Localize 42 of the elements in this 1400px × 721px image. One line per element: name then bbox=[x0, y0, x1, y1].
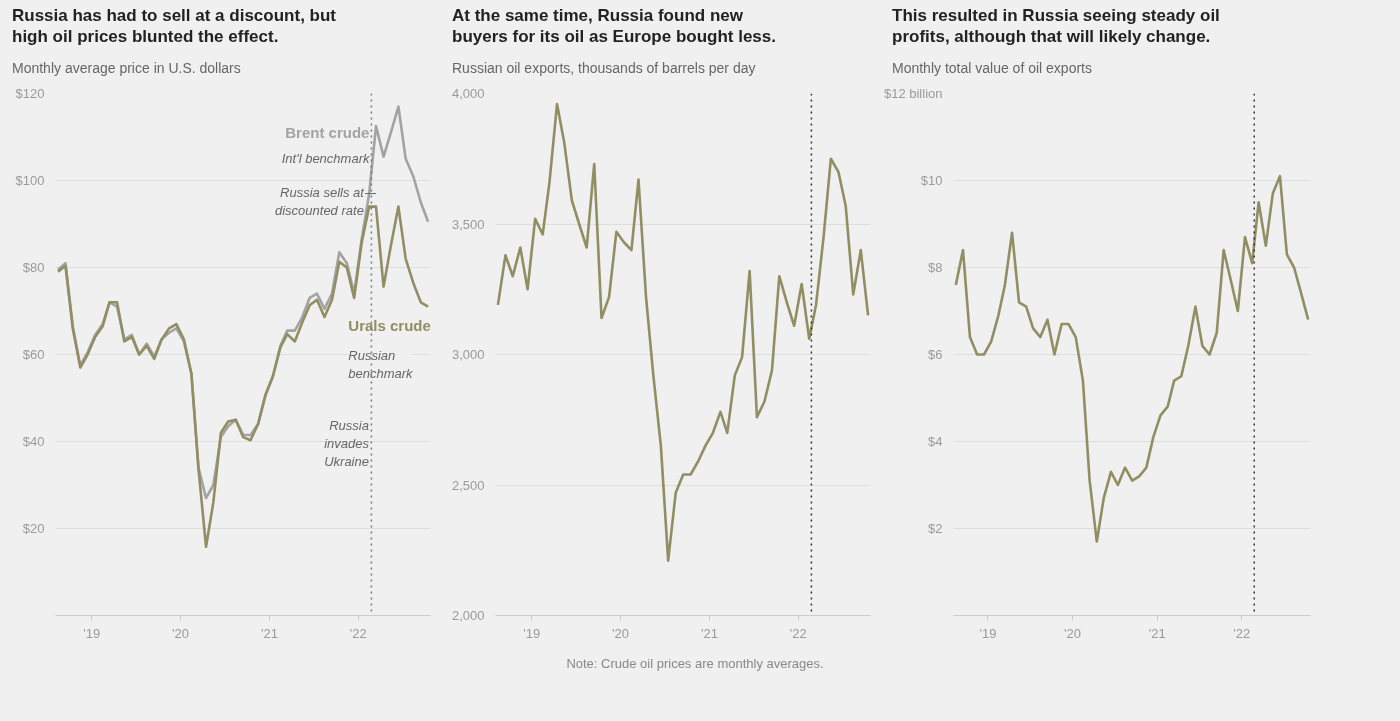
x-tick-label: '22 bbox=[349, 625, 367, 640]
y-tick-label: 3,500 bbox=[451, 216, 485, 231]
y-tick-label: $120 bbox=[15, 85, 45, 101]
y-tick-label: 2,500 bbox=[451, 477, 485, 492]
y-tick-label: $100 bbox=[15, 172, 45, 188]
chart-subtitle: Monthly average price in U.S. dollars bbox=[12, 58, 241, 78]
text: Note: Crude oil prices are monthly averages. bbox=[566, 654, 824, 673]
x-tick-label: '22 bbox=[789, 625, 807, 640]
y-tick-label: $60 bbox=[22, 346, 45, 362]
x-tick-label: '20 bbox=[612, 625, 629, 640]
chart-title: This resulted in Russia seeing steady oil profits, although that will likely change. bbox=[892, 5, 1221, 48]
x-tick-label: '19 bbox=[979, 625, 997, 640]
y-tick-label: $4 bbox=[928, 433, 943, 449]
y-tick-label: 3,000 bbox=[451, 346, 485, 362]
y-tick-label: 4,000 bbox=[451, 85, 485, 101]
ref-line-label: Russia invades Ukraine bbox=[324, 417, 370, 469]
x-tick-label: '20 bbox=[172, 625, 189, 640]
chart-title: Russia has had to sell at a discount, but high oil prices blunted the effect. bbox=[12, 5, 337, 48]
x-tick-label: '21 bbox=[261, 625, 278, 640]
x-tick-label: '22 bbox=[1233, 625, 1251, 640]
y-tick-label: $2 bbox=[928, 520, 943, 536]
y-tick-label: $8 bbox=[928, 259, 943, 275]
annotation: Russian benchmark bbox=[348, 347, 415, 381]
annotation: Int'l benchmark bbox=[281, 150, 371, 166]
y-tick-label: $10 bbox=[920, 172, 943, 188]
y-tick-label: $6 bbox=[928, 346, 943, 362]
x-tick-label: '19 bbox=[83, 625, 101, 640]
chart-subtitle: Monthly total value of oil exports bbox=[892, 58, 1092, 78]
x-tick-label: '21 bbox=[701, 625, 718, 640]
y-tick-label: 2,000 bbox=[451, 607, 485, 623]
series-label: Urals crude bbox=[348, 316, 431, 334]
x-tick-label: '19 bbox=[523, 625, 541, 640]
x-tick-label: '20 bbox=[1064, 625, 1081, 640]
series-label: Brent crude bbox=[285, 123, 370, 141]
x-tick-label: '21 bbox=[1148, 625, 1166, 640]
chart-subtitle: Russian oil exports, thousands of barrels per day bbox=[452, 58, 756, 78]
y-tick-label: $12 billion bbox=[883, 85, 943, 101]
y-tick-label: $80 bbox=[22, 259, 45, 275]
y-tick-label: $40 bbox=[22, 433, 45, 449]
chart-title: At the same time, Russia found new buyers for its oil as Europe bought less. bbox=[452, 5, 777, 48]
y-tick-label: $20 bbox=[22, 520, 45, 536]
annotation: Russia sells at discounted rate bbox=[274, 184, 366, 218]
